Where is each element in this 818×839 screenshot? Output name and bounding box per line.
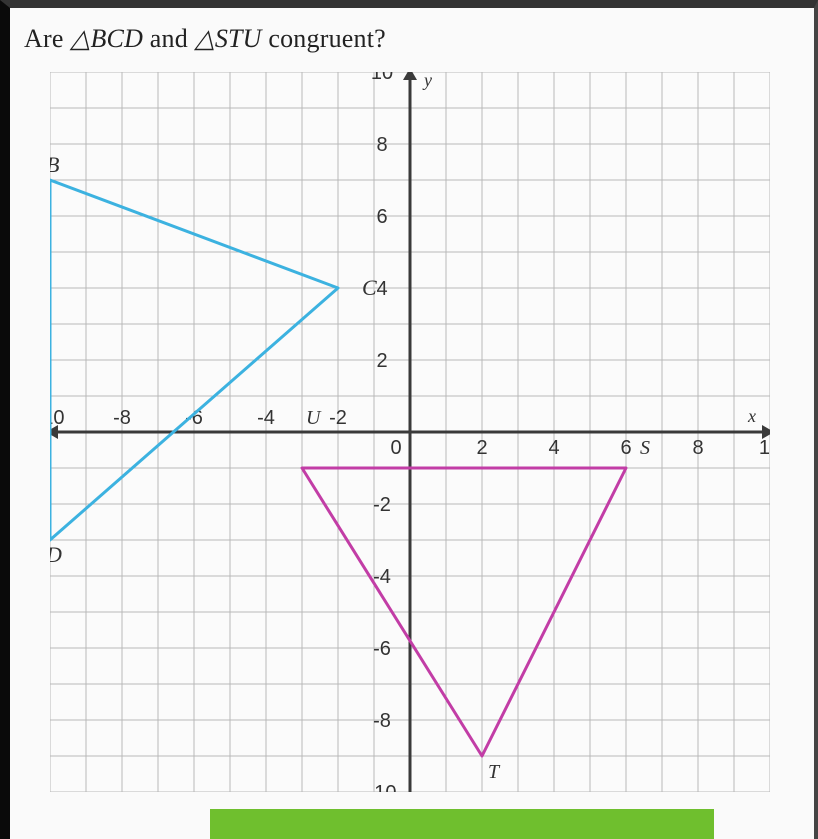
triangle-1: △BCD xyxy=(70,24,143,53)
x-tick-label: 10 xyxy=(759,437,770,459)
x-tick-label: 6 xyxy=(620,437,631,459)
y-tick-label: -8 xyxy=(373,710,391,732)
y-tick-label: -10 xyxy=(368,782,397,792)
page: Are △BCD and △STU congruent? 2 4 6 8 10 -2 -4 -… xyxy=(0,0,818,839)
vertex-label-S: S xyxy=(640,437,650,459)
vertex-label-D: D xyxy=(50,542,62,567)
progress-bar xyxy=(210,809,714,839)
y-tick-label: -6 xyxy=(373,638,391,660)
x-axis-label: x xyxy=(747,406,756,426)
x-tick-label: 4 xyxy=(548,437,559,459)
y-axis-label: y xyxy=(422,72,432,90)
y-tick-label: 2 xyxy=(376,350,387,372)
y-tick-label: 4 xyxy=(376,278,387,300)
y-tick-label: 8 xyxy=(376,134,387,156)
x-tick-label: -8 xyxy=(113,407,131,429)
x-tick-label: -4 xyxy=(257,407,275,429)
vertex-label-C: C xyxy=(362,275,377,300)
question-prefix: Are xyxy=(24,24,70,53)
vertex-label-B: B xyxy=(50,152,59,177)
vertex-label-U: U xyxy=(306,407,322,429)
y-tick-label: 10 xyxy=(371,72,393,84)
y-tick-label: -2 xyxy=(373,494,391,516)
question-mid: and xyxy=(143,24,195,53)
graph-svg: 246810-2-4-6-8-10-10-8-6-4-20246810yxCBD… xyxy=(50,72,770,792)
question-suffix: congruent? xyxy=(262,24,386,53)
origin-label: 0 xyxy=(390,437,401,459)
vertex-label-T: T xyxy=(488,761,501,783)
x-tick-label: -10 xyxy=(50,407,64,429)
question-text: Are △BCD and △STU congruent? xyxy=(10,8,814,62)
x-tick-label: -2 xyxy=(329,407,347,429)
x-tick-label: 8 xyxy=(692,437,703,459)
x-tick-label: 2 xyxy=(476,437,487,459)
triangle-2: △STU xyxy=(195,24,262,53)
y-tick-label: 6 xyxy=(376,206,387,228)
coordinate-graph: 246810-2-4-6-8-10-10-8-6-4-20246810yxCBD… xyxy=(50,72,794,792)
